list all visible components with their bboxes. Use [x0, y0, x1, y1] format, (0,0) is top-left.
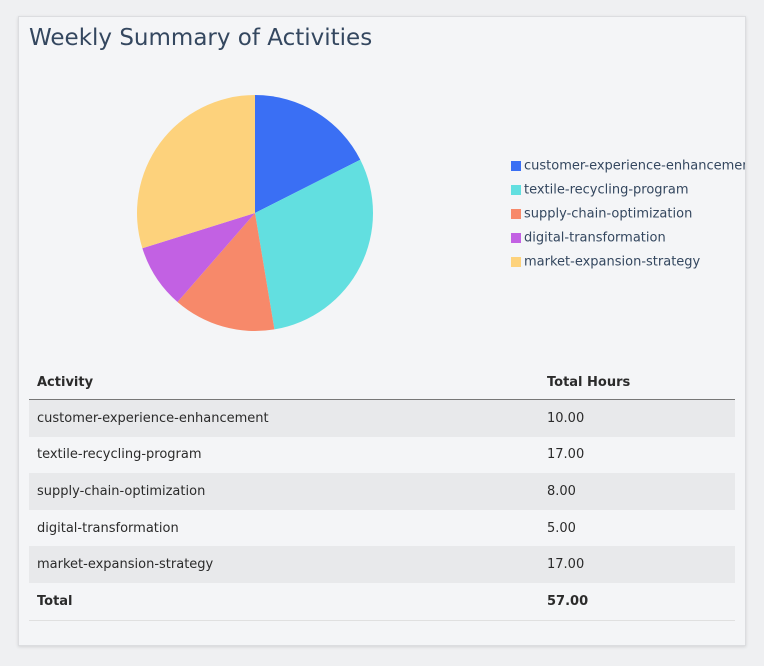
footer-cell: 57.00 [539, 582, 735, 621]
table-row: digital-transformation 5.00 [29, 510, 735, 547]
footer-row: Total 57.00 [29, 582, 735, 621]
header-cell: Total Hours [539, 365, 735, 400]
table-row: textile-recycling-program 17.00 [29, 437, 735, 474]
legend-label: supply-chain-optimization [524, 207, 692, 222]
legend-swatch [511, 209, 521, 219]
pie-slice [136, 95, 255, 249]
legend-swatch [511, 257, 521, 267]
table-cell: 17.00 [539, 546, 735, 583]
pie-slice [255, 159, 374, 330]
table-cell: 5.00 [547, 520, 576, 536]
summary-table: Activity Total Hours customer-experience… [29, 365, 735, 621]
footer-cell: Total [29, 582, 539, 621]
header-cell: Activity [29, 365, 539, 400]
legend-swatch [511, 161, 521, 171]
table-cell: supply-chain-optimization [29, 473, 539, 510]
table-cell: textile-recycling-program [37, 447, 202, 463]
legend-label: textile-recycling-program [524, 183, 689, 198]
legend-swatch [511, 185, 521, 195]
table-cell: 17.00 [547, 447, 585, 463]
table-body: customer-experience-enhancement 10.00 text… [29, 399, 735, 583]
table-row: market-expansion-strategy 17.00 [29, 546, 735, 583]
card: Weekly Summary of Activities customer-ex… [18, 16, 746, 646]
table-cell: 10.00 [539, 399, 735, 437]
pie-slice [255, 95, 361, 213]
table-cell: 8.00 [539, 473, 735, 510]
table-row: customer-experience-enhancement 10.00 [29, 399, 735, 437]
title: Weekly Summary of Activities [29, 25, 373, 51]
header-row: Activity Total Hours [29, 365, 735, 400]
table-row: supply-chain-optimization 8.00 [29, 473, 735, 510]
chart: customer-experience-enhancement textile-r… [136, 95, 745, 331]
pie-slice [177, 213, 275, 331]
table-cell: market-expansion-strategy [29, 546, 539, 583]
pie-slice [142, 213, 255, 302]
table-cell: digital-transformation [37, 520, 179, 536]
legend-swatch [511, 233, 521, 243]
legend-label: digital-transformation [524, 231, 666, 246]
legend-label: market-expansion-strategy [524, 255, 701, 270]
table-cell: customer-experience-enhancement [29, 399, 539, 437]
legend-label: customer-experience-enhancement [524, 159, 745, 174]
